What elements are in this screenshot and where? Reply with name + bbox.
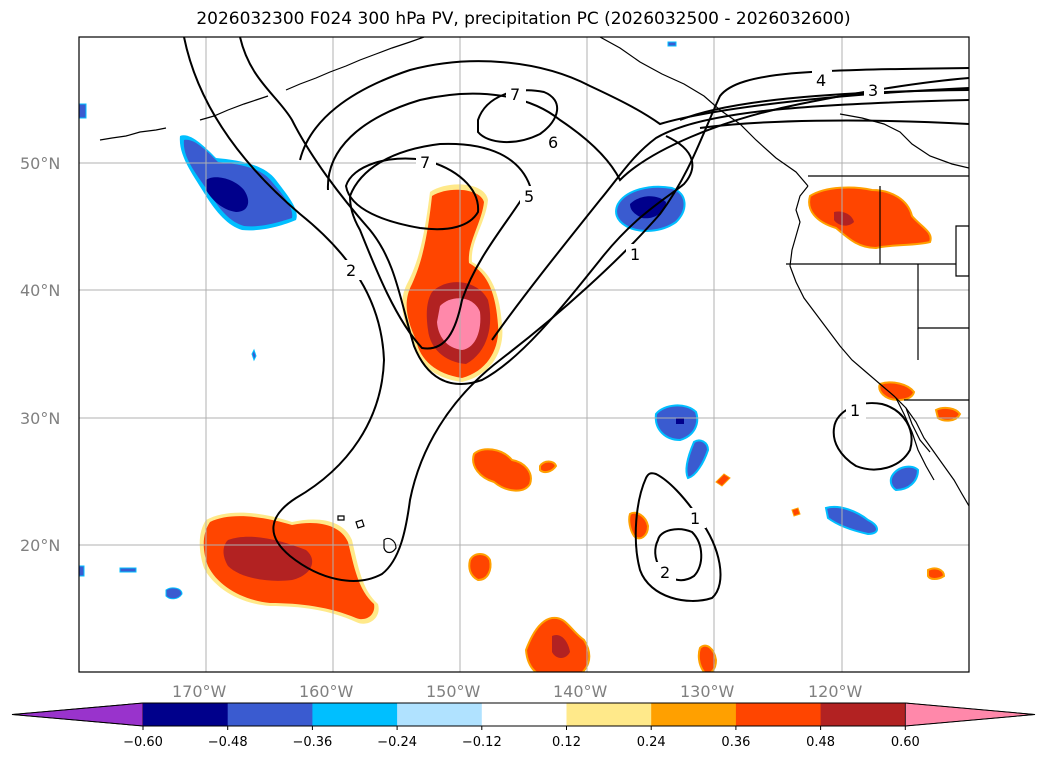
precip-neg-speck-3 [79,103,87,119]
contour-label-7-north: 7 [510,85,520,104]
pv-contour-1-south [634,472,722,602]
precip-neg-137w-core [630,196,666,219]
colorbar-swatch [820,703,906,726]
contour-label-1-east: 1 [850,401,860,420]
pv-contour-2-south [654,528,703,582]
lon-label-160w: 160°W [299,682,354,701]
colorbar-extend-high [904,702,1036,727]
graticule [79,37,969,672]
colorbar-swatch [566,703,652,726]
lon-label-130w: 130°W [680,682,735,701]
pv-contour-3 [299,60,969,161]
colorbar-tick-label: 0.60 [891,735,920,750]
contour-label-2-west: 2 [346,261,356,280]
lon-label-120w: 120°W [808,682,863,701]
contour-label-1-north: 1 [630,245,640,264]
lat-label-30n: 30°N [20,409,60,428]
lon-label-150w: 150°W [426,682,481,701]
colorbar-tick-label: 0.36 [721,735,750,750]
precip-hawaii-west-core [223,536,313,581]
colorbar-swatch [227,703,313,726]
colorbar-tick-label: −0.48 [208,735,248,750]
precip-northwest-core [834,211,854,226]
pv-contour-4 [326,77,969,191]
precip-neg-aleutian-core [206,177,249,212]
precip-neg-speck-4 [79,565,85,577]
precip-mexico [927,567,946,580]
contour-label-6: 6 [548,133,558,152]
contour-label-layer: 7 7 6 5 4 3 2 1 1 1 2 [342,70,884,582]
plot-frame [78,36,970,673]
contour-label-3: 3 [868,81,878,100]
colorbar-swatch [143,703,229,726]
contour-label-5: 5 [524,187,534,206]
pv-contour-high-lat [679,89,969,121]
lon-label-170w: 170°W [172,682,227,701]
pv-contour-7b [477,89,559,144]
lat-label-20n: 20°N [20,536,60,555]
colorbar-extend-low [11,702,144,727]
coastline-layer [99,37,969,554]
colorbar-swatch [312,703,398,726]
pv-contour-1-outer [239,37,694,385]
precip-145w [472,448,532,492]
pv-contour-2 [183,37,969,582]
colorbar-swatch [735,703,822,726]
lat-axis-labels: 50°N 40°N 30°N 20°N [20,154,60,555]
colorbar-tick-label: −0.24 [377,735,417,750]
pv-contour-7a [344,157,480,231]
precip-neg-speck-5 [251,348,257,362]
precip-142w-core [552,634,570,658]
colorbar-tick-label: 0.48 [806,735,835,750]
precip-baja [934,406,962,422]
colorbar-tick-label: 0.12 [552,735,581,750]
precip-northwest [808,186,932,250]
precip-neg-se2 [889,465,920,492]
colorbar-swatch [397,703,483,726]
pv-contour-layer [183,37,969,602]
pv-contour-5 [348,142,532,350]
contour-label-2-south: 2 [660,563,670,582]
precip-149w [468,553,492,582]
colorbar-tick-label: 0.24 [637,735,666,750]
pv-contour-6 [491,99,969,341]
precip-135w [628,511,650,540]
precip-neg-aleutian [183,139,293,227]
precip-neg-133w-tail [685,439,710,480]
precip-tiny-1 [791,507,801,517]
lon-axis-labels: 170°W 160°W 150°W 140°W 130°W 120°W [172,682,863,701]
colorbar-tick-label: −0.36 [292,735,332,750]
precip-130w-bottom [697,644,718,672]
colorbar-swatch [481,703,567,726]
colorbar: −0.60 −0.48 −0.36 −0.24 −0.12 0.12 0.24 0.36 0.4… [11,702,1036,750]
precip-neg-se1 [824,506,878,536]
precip-neg-speck-1 [165,587,183,600]
lon-label-140w: 140°W [553,682,608,701]
precip-neg-133w-core [676,418,684,424]
colorbar-tick-label: −0.12 [462,735,502,750]
lat-label-50n: 50°N [20,154,60,173]
precip-neg-speck-2 [119,567,137,573]
precip-positive-layer [199,184,962,672]
colorbar-swatch [651,703,737,726]
map-title: 2026032300 F024 300 hPa PV, precipitatio… [196,9,851,29]
precip-tiny-2 [715,473,731,487]
precip-neg-speck-6 [667,41,677,47]
contour-label-4: 4 [816,71,826,90]
precip-negative-layer [79,41,920,600]
contour-label-7-west: 7 [420,153,430,172]
colorbar-tick-label: −0.60 [123,735,163,750]
pv-contour-east [699,119,969,129]
precip-145w-small [539,460,558,474]
contour-label-1-south: 1 [690,509,700,528]
lat-label-40n: 40°N [20,281,60,300]
